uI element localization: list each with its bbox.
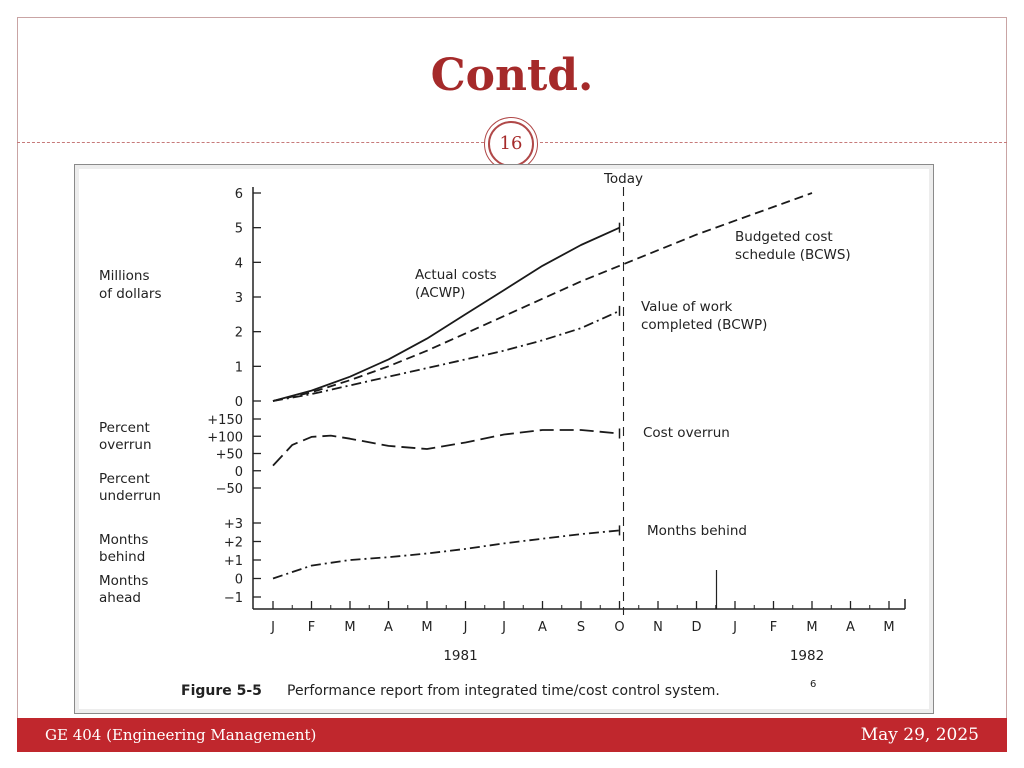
x-tick-label: M bbox=[421, 620, 432, 635]
x-tick-label: J bbox=[463, 620, 468, 635]
y-tick-label-dollars: 1 bbox=[235, 360, 243, 375]
page-number: 16 bbox=[488, 121, 534, 167]
slide-title: Contd. bbox=[430, 50, 594, 101]
footer-bar: GE 404 (Engineering Management) May 29, … bbox=[17, 718, 1007, 752]
series-line-actual-costs-acwp bbox=[272, 226, 620, 402]
series-line-value-of-work-completed-bcwp bbox=[272, 310, 620, 402]
x-tick-label: F bbox=[770, 620, 777, 635]
ylabel-overrun: Percent bbox=[99, 420, 150, 436]
x-tick-label: A bbox=[846, 620, 855, 635]
figure-label: Figure 5-5 bbox=[181, 683, 262, 699]
series-label-budgeted-cost-schedule-bcws: Budgeted cost bbox=[735, 229, 833, 245]
x-tick-label: N bbox=[653, 620, 663, 635]
series-label-months-behind: Months behind bbox=[647, 523, 747, 539]
series-line-cost-overrun bbox=[272, 429, 620, 467]
x-tick-label: D bbox=[691, 620, 701, 635]
series-label-value-of-work-completed-bcwp: Value of work bbox=[641, 299, 733, 315]
ylabel2-overrun: Percent bbox=[99, 471, 150, 487]
y-tick-label-months: +3 bbox=[224, 517, 243, 532]
y-tick-label-months: −1 bbox=[224, 591, 243, 606]
footer-course: GE 404 (Engineering Management) bbox=[45, 726, 317, 744]
y-tick-label-dollars: 6 bbox=[235, 187, 243, 202]
figure-panel: 0 1 2 3 4 5 6 +150 +100 +50 0 −50 +3 +2 +1 0 −1 Millions o… bbox=[74, 164, 934, 714]
y-tick-label-months: 0 bbox=[235, 573, 243, 588]
series-label-actual-costs-acwp: Actual costs bbox=[415, 267, 497, 283]
y-tick-label-dollars: 0 bbox=[235, 395, 243, 410]
ylabel-dollars: Millions bbox=[99, 268, 150, 284]
title-rule-right bbox=[540, 142, 1007, 143]
series-line-budgeted-cost-schedule-bcws bbox=[272, 192, 813, 402]
x-tick-label: A bbox=[384, 620, 393, 635]
ylabel-months: Months bbox=[99, 532, 148, 548]
x-year-label: 1982 bbox=[790, 648, 824, 664]
series-label-actual-costs-acwp: (ACWP) bbox=[415, 285, 465, 301]
series-line-months-behind bbox=[272, 529, 620, 580]
ylabel-dollars: of dollars bbox=[99, 286, 162, 302]
ylabel-months: behind bbox=[99, 549, 145, 565]
footer-date: May 29, 2025 bbox=[860, 725, 979, 745]
x-tick-label: M bbox=[344, 620, 355, 635]
ylabel2-months: ahead bbox=[99, 590, 141, 606]
y-tick-label-overrun: +50 bbox=[216, 448, 243, 463]
series-label-budgeted-cost-schedule-bcws: schedule (BCWS) bbox=[735, 247, 851, 263]
ylabel2-months: Months bbox=[99, 573, 148, 589]
page-number-badge: 16 bbox=[484, 117, 538, 171]
y-tick-label-dollars: 5 bbox=[235, 222, 243, 237]
x-tick-label: J bbox=[270, 620, 275, 635]
x-tick-label: M bbox=[883, 620, 894, 635]
series-label-cost-overrun: Cost overrun bbox=[643, 425, 730, 441]
y-tick-label-overrun: 0 bbox=[235, 465, 243, 480]
x-tick-label: A bbox=[538, 620, 547, 635]
performance-chart: 0 1 2 3 4 5 6 +150 +100 +50 0 −50 +3 +2 +1 0 −1 Millions o… bbox=[99, 171, 906, 699]
x-tick-label: J bbox=[732, 620, 737, 635]
today-label: Today bbox=[603, 171, 643, 187]
y-tick-label-dollars: 4 bbox=[235, 256, 243, 271]
y-tick-label-overrun: +150 bbox=[207, 413, 243, 428]
y-tick-label-months: +2 bbox=[224, 536, 243, 551]
ylabel-overrun: overrun bbox=[99, 437, 152, 453]
x-tick-label: O bbox=[614, 620, 624, 635]
y-tick-label-overrun: −50 bbox=[216, 482, 243, 497]
series-label-value-of-work-completed-bcwp: completed (BCWP) bbox=[641, 317, 767, 333]
x-tick-label: F bbox=[308, 620, 315, 635]
figure-caption-superscript: 6 bbox=[810, 679, 816, 690]
x-tick-label: M bbox=[806, 620, 817, 635]
y-tick-label-dollars: 3 bbox=[235, 291, 243, 306]
figure-caption: Performance report from integrated time/… bbox=[287, 683, 720, 699]
x-tick-label: J bbox=[501, 620, 506, 635]
x-year-label: 1981 bbox=[443, 648, 477, 664]
ylabel2-overrun: underrun bbox=[99, 488, 161, 504]
y-tick-label-dollars: 2 bbox=[235, 326, 243, 341]
x-tick-label: S bbox=[577, 620, 585, 635]
y-tick-label-overrun: +100 bbox=[207, 430, 243, 445]
y-tick-label-months: +1 bbox=[224, 554, 243, 569]
title-rule-left bbox=[17, 142, 484, 143]
